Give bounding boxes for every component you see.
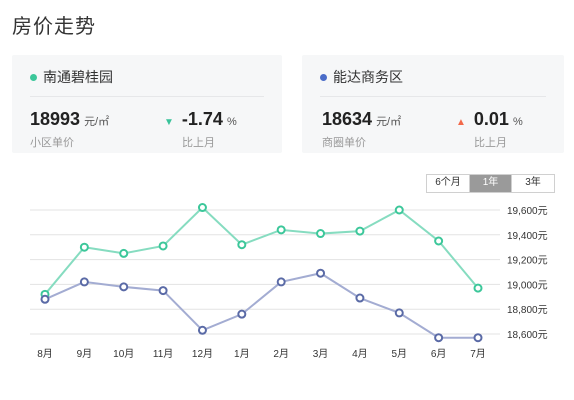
y-tick-label: 19,600元 xyxy=(507,206,548,217)
card-divider xyxy=(320,96,546,97)
district-change-unit: % xyxy=(512,116,523,128)
district-data-point[interactable] xyxy=(276,277,286,287)
x-tick-label: 8月 xyxy=(37,348,53,360)
chart-grid xyxy=(30,209,500,335)
x-tick-label: 10月 xyxy=(113,348,134,360)
community-data-point[interactable] xyxy=(276,225,286,235)
community-price-value: 18993 xyxy=(30,109,81,129)
district-price-unit: 元/㎡ xyxy=(376,116,402,128)
x-tick-label: 12月 xyxy=(192,348,213,360)
community-data-point[interactable] xyxy=(237,240,247,250)
community-price-label: 小区单价 xyxy=(30,137,74,149)
community-data-point[interactable] xyxy=(355,226,365,236)
community-change-value: -1.74 xyxy=(181,109,223,129)
community-name: 南通碧桂园 xyxy=(43,69,113,85)
district-price-card: 能达商务区 18634 元/㎡ 商圈单价 ▲ 0.01 % 比上月 xyxy=(302,55,564,153)
community-change-label: 比上月 xyxy=(182,137,215,149)
tab-3-years[interactable]: 3年 xyxy=(525,177,541,188)
up-arrow-icon: ▲ xyxy=(456,117,466,128)
district-data-point[interactable] xyxy=(394,308,404,318)
district-data-point[interactable] xyxy=(197,325,207,335)
y-tick-label: 19,400元 xyxy=(507,231,548,242)
district-data-point[interactable] xyxy=(237,309,247,319)
card-divider xyxy=(30,96,264,97)
y-tick-label: 18,800元 xyxy=(507,305,548,316)
period-selector: 6个月 1年 3年 xyxy=(426,174,555,193)
tab-1-year[interactable]: 1年 xyxy=(470,175,512,192)
community-data-point[interactable] xyxy=(473,283,483,293)
district-data-point[interactable] xyxy=(79,277,89,287)
chart-series xyxy=(40,203,483,343)
x-tick-label: 1月 xyxy=(234,348,250,360)
district-data-point[interactable] xyxy=(40,294,50,304)
district-data-point[interactable] xyxy=(316,268,326,278)
community-price-unit: 元/㎡ xyxy=(84,116,110,128)
district-data-point[interactable] xyxy=(473,333,483,343)
tab-6-months[interactable]: 6个月 xyxy=(427,175,470,192)
community-data-point[interactable] xyxy=(316,229,326,239)
x-tick-label: 7月 xyxy=(470,348,486,360)
community-data-point[interactable] xyxy=(394,205,404,215)
community-change-unit: % xyxy=(226,116,237,128)
x-tick-label: 6月 xyxy=(431,348,447,360)
community-data-point[interactable] xyxy=(119,248,129,258)
y-tick-label: 18,600元 xyxy=(507,330,548,341)
community-data-point[interactable] xyxy=(79,242,89,252)
community-data-point[interactable] xyxy=(158,241,168,251)
community-data-point[interactable] xyxy=(434,236,444,246)
district-name-row: 能达商务区 xyxy=(320,67,403,87)
district-legend-dot xyxy=(320,73,327,81)
community-name-row: 南通碧桂园 xyxy=(30,67,113,87)
x-tick-label: 3月 xyxy=(313,348,329,360)
district-data-point[interactable] xyxy=(119,282,129,292)
community-legend-dot xyxy=(30,73,37,81)
community-data-point[interactable] xyxy=(197,203,207,213)
district-data-point[interactable] xyxy=(158,286,168,296)
y-axis: 18,600元 18,800元 19,000元 19,200元 19,400元 19,60… xyxy=(507,206,548,341)
district-price-value: 18634 xyxy=(322,109,373,129)
x-tick-label: 4月 xyxy=(352,348,368,360)
community-price-card: 南通碧桂园 18993 元/㎡ 小区单价 ▼ -1.74 % 比上月 xyxy=(12,55,282,153)
district-change-value: 0.01 xyxy=(473,109,509,129)
y-tick-label: 19,200元 xyxy=(507,256,548,267)
district-data-point[interactable] xyxy=(434,333,444,343)
community-change-metric: ▼ -1.74 % 比上月 xyxy=(164,109,237,150)
y-tick-label: 19,000元 xyxy=(507,280,548,291)
community-price-metric: 18993 元/㎡ 小区单价 xyxy=(30,109,109,150)
district-series-line xyxy=(44,272,478,339)
x-tick-label: 5月 xyxy=(391,348,407,360)
x-tick-label: 11月 xyxy=(153,348,173,360)
community-series-line xyxy=(44,206,479,295)
x-tick-label: 9月 xyxy=(77,348,93,360)
district-name: 能达商务区 xyxy=(333,69,403,85)
district-change-metric: ▲ 0.01 % 比上月 xyxy=(456,109,523,150)
district-data-point[interactable] xyxy=(355,293,365,303)
page-title: 房价走势 xyxy=(12,16,96,38)
district-change-label: 比上月 xyxy=(474,137,507,149)
down-arrow-icon: ▼ xyxy=(164,117,174,128)
district-price-label: 商圈单价 xyxy=(322,137,366,149)
district-price-metric: 18634 元/㎡ 商圈单价 xyxy=(322,109,401,150)
x-tick-label: 2月 xyxy=(273,348,289,360)
x-axis: 8月 9月 10月 11月 12月 1月 2月 3月 4月 5月 6月 7月 xyxy=(37,348,486,360)
